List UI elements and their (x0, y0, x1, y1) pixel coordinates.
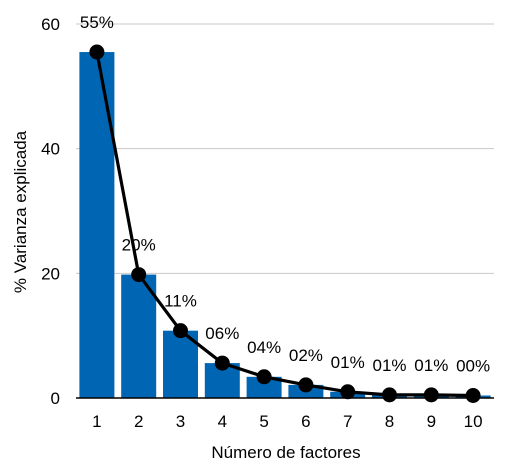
bar (121, 274, 157, 398)
x-tick-label: 9 (427, 412, 436, 431)
bar (79, 52, 115, 399)
x-tick-label: 1 (92, 412, 101, 431)
data-label: 04% (247, 338, 281, 357)
x-tick-labels: 1 2 3 4 5 6 7 8 9 10 (92, 412, 482, 431)
x-tick-label: 3 (176, 412, 185, 431)
data-labels: 55% 20% 11% 06% 04% 02% 01% 01% 01% 00% (80, 13, 490, 375)
bar (163, 330, 198, 398)
line-marker (465, 388, 481, 404)
line-marker (89, 44, 105, 60)
line-marker (298, 377, 314, 393)
data-label: 01% (372, 356, 406, 375)
line-marker (256, 369, 272, 385)
line-series-path (95, 51, 474, 398)
x-tick-label: 8 (385, 412, 394, 431)
line-marker (423, 387, 439, 403)
line-marker (340, 384, 356, 400)
line-marker (173, 323, 188, 339)
y-tick-label: 20 (41, 264, 60, 283)
x-tick-label: 6 (301, 412, 310, 431)
data-label: 01% (414, 356, 448, 375)
data-label: 02% (289, 346, 323, 365)
y-tick-label: 0 (51, 389, 60, 408)
data-label: 00% (456, 357, 490, 376)
x-axis-title: Número de factores (211, 443, 360, 462)
data-label: 06% (205, 324, 239, 343)
data-label: 01% (331, 353, 365, 372)
x-tick-label: 10 (464, 412, 483, 431)
y-tick-label: 40 (41, 140, 60, 159)
line-marker (382, 387, 397, 403)
y-tick-label: 60 (41, 15, 60, 34)
x-tick-label: 5 (259, 412, 268, 431)
y-tick-labels: 0 20 40 60 (41, 15, 60, 408)
data-label: 55% (80, 13, 114, 32)
y-axis-title: % Varianza explicada (11, 130, 30, 293)
x-tick-label: 7 (343, 412, 352, 431)
x-tick-label: 2 (134, 412, 143, 431)
x-tick-label: 4 (218, 412, 227, 431)
line-marker (131, 267, 147, 283)
data-label: 20% (122, 236, 156, 255)
variance-line (95, 51, 474, 398)
line-marker (214, 355, 230, 371)
bar (246, 376, 282, 398)
data-label: 11% (164, 292, 197, 311)
bars (79, 52, 491, 399)
